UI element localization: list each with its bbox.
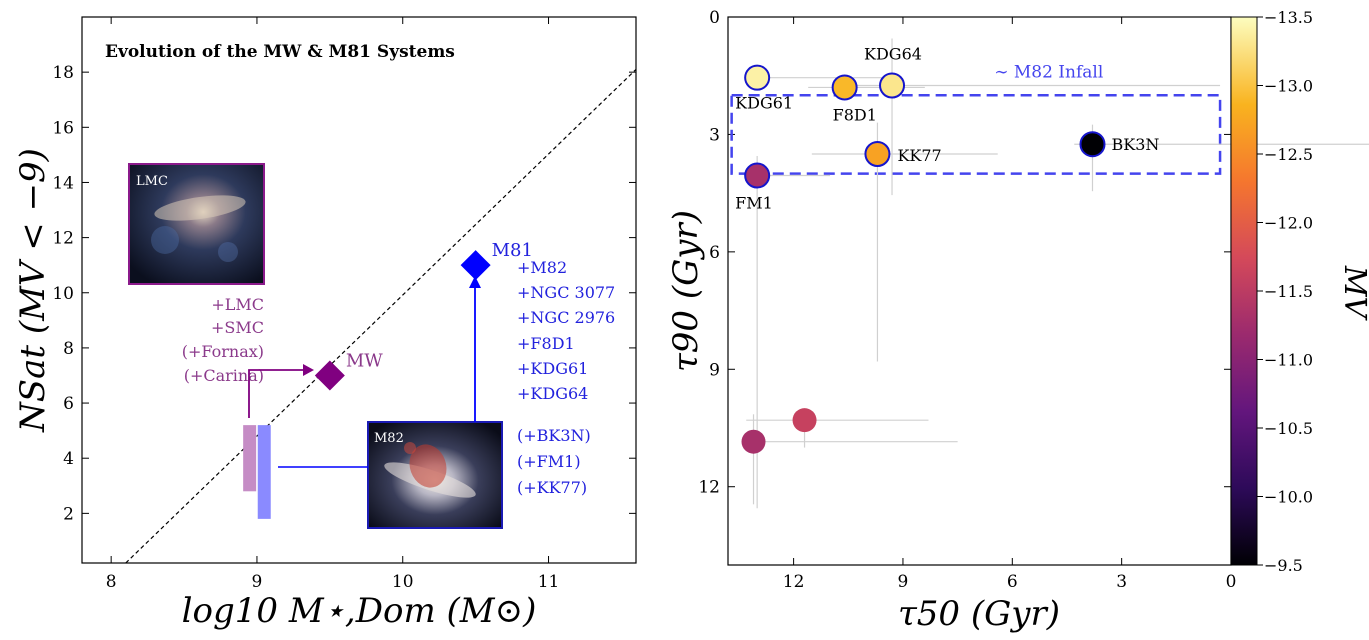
mw-marker xyxy=(314,360,345,391)
mw-addition-item: +LMC xyxy=(211,295,264,314)
m81-addition-item: (+KK77) xyxy=(517,478,587,497)
y-tick-label: 3 xyxy=(709,125,720,145)
m81-arrow xyxy=(469,276,481,422)
left-panel-title: Evolution of the MW & M81 Systems xyxy=(105,42,455,62)
y-tick-label: 6 xyxy=(63,394,74,414)
y-tick-label: 0 xyxy=(709,8,720,28)
m81-marker xyxy=(460,250,491,281)
y-tick-label: 9 xyxy=(709,360,720,380)
m81-label: M81 xyxy=(492,240,533,261)
right-panel: 12 9 6 3 0 0 3 6 9 12 ∼ M82 Infall KDG61 KDG64 F8D1… xyxy=(666,8,1369,634)
nsat-range-bar xyxy=(257,425,271,519)
lmc-image: LMC xyxy=(128,163,265,285)
m82-infall-box xyxy=(730,94,1222,175)
y-tick-label: 4 xyxy=(63,449,74,469)
m82-image: M82 xyxy=(367,421,503,529)
y-tick-label: 14 xyxy=(52,173,74,193)
m81-addition-item: +NGC 2976 xyxy=(517,308,615,327)
satellite-label: BK3N xyxy=(1111,135,1159,154)
left-plot-frame xyxy=(81,16,637,564)
m81-addition-item: +KDG61 xyxy=(517,359,588,378)
satellite-label: KDG61 xyxy=(735,94,793,113)
satellite-point xyxy=(744,64,771,91)
satellite-point xyxy=(744,162,771,189)
mw-additions-list: +LMC +SMC (+Fornax) (+Carina) xyxy=(182,295,264,385)
colorbar-tick-label: −11.5 xyxy=(1264,282,1313,301)
m81-addition-item: +KDG64 xyxy=(517,384,588,403)
satellite-point xyxy=(1079,131,1106,158)
dominant-galaxy-points: MW M81 xyxy=(314,240,533,391)
x-tick-label: 0 xyxy=(1226,572,1237,592)
satellite-label: F8D1 xyxy=(833,105,877,124)
y-tick-label: 16 xyxy=(52,118,74,138)
m81-addition-item: +F8D1 xyxy=(517,334,575,353)
right-axis-ticks: 12 9 6 3 0 0 3 6 9 12 xyxy=(698,8,1236,592)
x-tick-label: 8 xyxy=(106,572,117,592)
x-tick-label: 3 xyxy=(1116,572,1127,592)
mw-label: MW xyxy=(346,350,383,371)
satellite-point xyxy=(879,72,906,99)
lmc-image-label: LMC xyxy=(136,174,168,189)
y-tick-label: 2 xyxy=(63,504,74,524)
one-to-one-line xyxy=(125,68,636,563)
mw-addition-item: +SMC xyxy=(211,318,264,337)
m81-addition-item: +M82 xyxy=(517,258,567,277)
colorbar-tick-label: −10.0 xyxy=(1264,488,1313,507)
nsat-range-bar xyxy=(243,425,257,492)
colorbar-tick-label: −12.5 xyxy=(1264,145,1313,164)
satellite-point xyxy=(741,429,766,454)
colorbar-tick-label: −11.0 xyxy=(1264,351,1313,370)
m81-additions-list: +M82 +NGC 3077 +NGC 2976 +F8D1 +KDG61 +K… xyxy=(517,258,615,497)
y-tick-label: 12 xyxy=(52,229,74,249)
mw-arrow xyxy=(248,364,314,418)
x-tick-label: 9 xyxy=(252,572,263,592)
satellite-labels: KDG61 KDG64 F8D1 KK77 BK3N FM1 xyxy=(735,45,1159,213)
m81-addition-item: (+FM1) xyxy=(517,452,581,471)
satellite-point xyxy=(792,408,817,433)
satellite-label: KDG64 xyxy=(864,45,922,64)
colorbar-tick-label: −10.5 xyxy=(1264,419,1313,438)
mw-addition-item: (+Fornax) xyxy=(182,342,264,361)
colorbar-tick-label: −13.5 xyxy=(1264,8,1313,27)
satellite-label: FM1 xyxy=(735,194,773,213)
satellite-points xyxy=(741,64,1106,454)
right-plot-frame xyxy=(727,16,1232,566)
y-tick-label: 8 xyxy=(63,339,74,359)
x-tick-label: 12 xyxy=(783,572,805,592)
x-tick-label: 11 xyxy=(538,572,560,592)
right-x-axis-label: τ50 (Gyr) xyxy=(898,594,1060,634)
colorbar xyxy=(1230,16,1258,566)
m81-addition-item: +NGC 3077 xyxy=(517,283,615,302)
satellite-label: KK77 xyxy=(897,146,941,165)
left-panel: 8 9 10 11 2 4 6 8 10 12 14 16 18 Evolution of the MW… xyxy=(13,16,637,631)
mw-addition-item: (+Carina) xyxy=(184,366,264,385)
satellite-point xyxy=(864,141,891,167)
satellite-point xyxy=(831,74,858,101)
colorbar-tick-label: −12.0 xyxy=(1264,214,1313,233)
left-axis-ticks: 8 9 10 11 2 4 6 8 10 12 14 16 18 xyxy=(52,17,636,592)
y-tick-label: 10 xyxy=(52,284,74,304)
left-y-axis-label: NSat (MV < −9) xyxy=(13,148,53,433)
right-y-axis-label: τ90 (Gyr) xyxy=(666,210,706,372)
nsat-range-bars xyxy=(243,425,271,519)
m82-infall-label: ∼ M82 Infall xyxy=(994,63,1103,83)
y-tick-label: 6 xyxy=(709,243,720,263)
m82-image-label: M82 xyxy=(374,431,404,446)
colorbar-tick-label: −9.5 xyxy=(1264,556,1303,575)
m81-addition-item: (+BK3N) xyxy=(517,426,591,445)
y-tick-label: 18 xyxy=(52,63,74,83)
colorbar-label: MV xyxy=(1337,265,1369,322)
y-tick-label: 12 xyxy=(698,478,720,498)
x-tick-label: 6 xyxy=(1007,572,1018,592)
x-tick-label: 9 xyxy=(898,572,909,592)
left-x-axis-label: log10 M⋆,Dom (M⊙) xyxy=(182,591,537,631)
colorbar-tick-label: −13.0 xyxy=(1264,77,1313,96)
x-tick-label: 10 xyxy=(392,572,414,592)
colorbar-ticks: −13.5 −13.0 −12.5 −12.0 −11.5 −11.0 −10.5 −10.0… xyxy=(1257,8,1313,575)
